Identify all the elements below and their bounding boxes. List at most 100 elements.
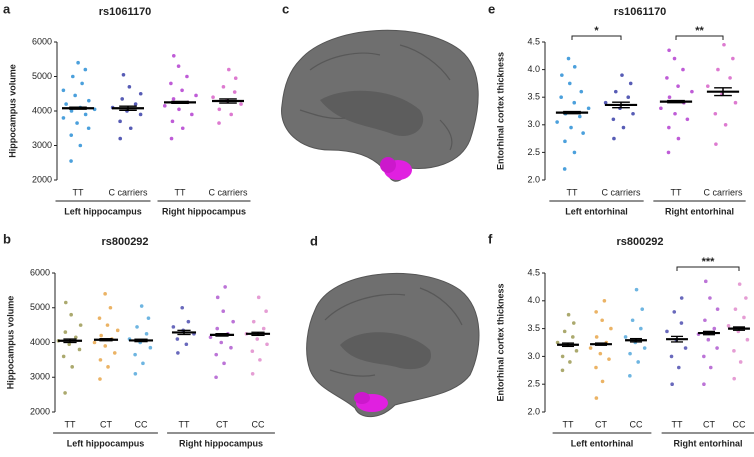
data-point [61,116,66,120]
data-point [176,64,181,68]
data-point [128,126,133,131]
data-point [555,340,560,345]
data-point [621,125,626,130]
data-point [255,337,260,341]
significance-bracket [676,266,740,271]
x-tick-label: TT [175,187,186,197]
data-point [578,114,582,119]
data-point [74,335,78,340]
y-tick-label: 2.5 [527,379,540,389]
data-point [669,354,674,359]
data-point [215,326,220,331]
chart-title: rs800292 [616,236,663,248]
y-tick-label: 3000 [30,372,50,382]
data-point [642,346,647,350]
x-tick-label: C carriers [703,187,743,197]
data-point [170,119,175,124]
data-point [600,379,605,384]
x-tick-label: TT [567,187,578,197]
data-point [600,318,604,323]
data-point [176,351,180,355]
data-point [745,337,750,342]
data-point [63,391,67,395]
data-point [570,335,575,339]
data-point [208,335,213,340]
x-tick-label: CC [135,419,148,429]
data-point [227,67,231,72]
data-point [233,76,238,81]
data-point [733,307,738,311]
y-tick-label: 4000 [32,105,52,115]
data-point [265,342,269,347]
y-tick-label: 3.5 [527,92,540,102]
y-tick-label: 4.0 [527,295,540,305]
data-point [566,56,571,61]
data-point [69,133,74,137]
data-point [135,325,139,329]
significance-bracket [571,35,622,40]
data-point [190,112,194,117]
data-point [672,56,677,61]
data-point [92,340,97,345]
data-point [581,131,585,135]
data-point [121,72,126,77]
data-point [560,368,565,373]
data-point [683,346,688,350]
data-point [723,123,728,127]
y-tick-label: 5000 [32,71,52,81]
data-point [594,396,599,400]
data-point [560,73,564,77]
data-point [175,337,180,341]
data-point [708,365,713,370]
data-point [574,349,579,353]
data-point [665,329,669,334]
data-point [681,67,685,72]
x-tick-label: CT [595,419,607,429]
data-point [555,120,559,124]
data-point [676,84,680,88]
data-point [667,48,671,53]
data-point [673,111,677,116]
data-point [250,349,255,353]
data-point [566,312,571,317]
data-point [73,93,77,98]
data-point [217,121,221,125]
y-tick-label: 3.0 [527,119,540,129]
data-point [87,98,91,103]
data-point [690,89,694,94]
data-point [215,295,220,300]
brain-medial-view [281,29,479,182]
data-point [194,93,198,98]
data-point [264,309,268,314]
data-point [118,119,122,124]
data-point [572,65,577,69]
data-point [229,345,233,350]
significance-label: ** [695,25,704,37]
x-tick-label: CC [733,419,746,429]
data-point [99,333,103,338]
data-point [659,106,663,111]
group-label: Left hippocampus [64,206,142,216]
data-point [180,88,184,93]
panel-letter: e [488,1,495,16]
data-point [670,382,674,387]
data-point [569,125,573,130]
data-point [620,73,624,77]
data-point [567,81,572,86]
chart-title: rs800292 [101,236,148,248]
data-point [221,85,226,89]
data-point [169,81,173,86]
y-tick-label: 4000 [30,337,50,347]
data-point [76,60,80,65]
data-point [180,126,185,131]
group-label: Right hippocampus [179,438,263,448]
data-point [572,150,577,155]
x-tick-label: CC [630,419,643,429]
data-point [588,346,593,350]
data-point [705,84,710,88]
y-tick-label: 2000 [30,406,50,416]
data-point [105,323,110,327]
panel-letter: b [3,231,11,246]
data-point [603,100,608,105]
